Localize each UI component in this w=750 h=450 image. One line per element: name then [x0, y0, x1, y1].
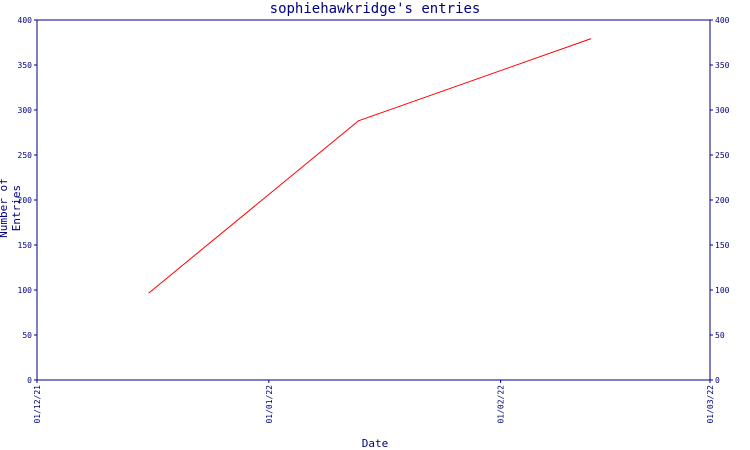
x-tick-label: 01/01/22 [265, 385, 274, 424]
y-tick-label-right: 0 [715, 376, 720, 385]
y-tick-label-right: 50 [715, 331, 725, 340]
y-tick-label-right: 200 [715, 196, 730, 205]
data-point [589, 38, 591, 40]
y-tick-label-right: 350 [715, 61, 730, 70]
y-tick-label-left: 100 [18, 286, 33, 295]
plot-frame [36, 19, 711, 381]
y-tick-label-left: 0 [27, 376, 32, 385]
x-axis-ticks: 01/12/21 01/01/22 01/02/22 01/03/22 [33, 380, 715, 424]
data-point [357, 120, 360, 122]
x-tick-label: 01/12/21 [33, 385, 42, 424]
x-axis-label: Date [361, 437, 389, 450]
y-axis-right-ticks: 0 50 100 150 200 250 300 350 400 [710, 16, 730, 385]
y-tick-label-left: 350 [18, 61, 33, 70]
chart-axes [36, 19, 711, 381]
chart-series [148, 38, 591, 294]
y-axis-left-ticks: 0 50 100 150 200 250 300 350 400 [18, 16, 37, 385]
data-point [148, 292, 150, 294]
series-line [148, 38, 591, 294]
y-tick-label-left: 250 [18, 151, 33, 160]
y-axis-label: Number of Entries [0, 178, 23, 238]
y-tick-label-right: 300 [715, 106, 730, 115]
y-tick-label-right: 100 [715, 286, 730, 295]
y-tick-label-right: 150 [715, 241, 730, 250]
x-tick-label: 01/03/22 [706, 385, 715, 424]
chart-title: sophiehawkridge's entries [269, 1, 481, 17]
y-tick-label-left: 400 [18, 16, 33, 25]
y-tick-label-right: 250 [715, 151, 730, 160]
y-tick-label-right: 400 [715, 16, 730, 25]
y-tick-label-left: 150 [18, 241, 33, 250]
y-tick-label-left: 300 [18, 106, 33, 115]
y-tick-label-left: 200 [18, 196, 33, 205]
x-tick-label: 01/02/22 [497, 385, 506, 424]
y-tick-label-left: 50 [22, 331, 32, 340]
